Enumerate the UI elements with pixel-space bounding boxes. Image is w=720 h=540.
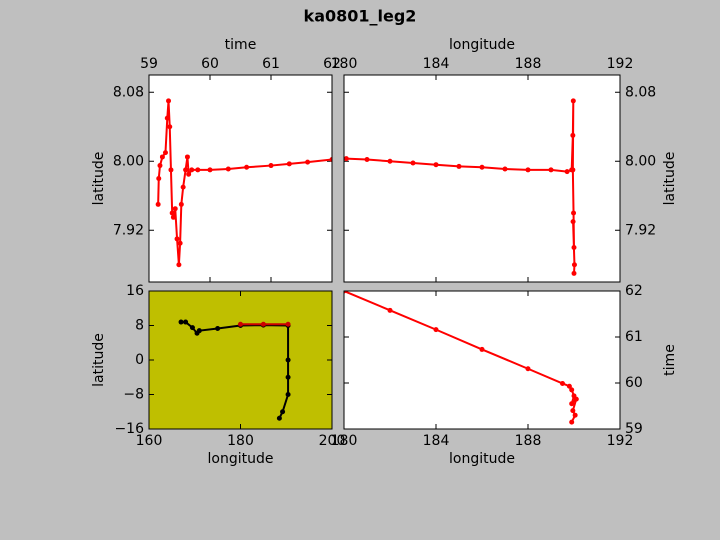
y-tick-label: −8 xyxy=(123,387,144,403)
figure-title: ka0801_leg2 xyxy=(304,7,417,26)
y-tick-label: 59 xyxy=(625,421,643,437)
x-tick-label: 200 xyxy=(319,433,346,449)
y-tick-label: 8 xyxy=(135,318,144,334)
axes-frame xyxy=(148,290,333,430)
y-tick-label: 16 xyxy=(126,283,144,299)
x-tick-label: 180 xyxy=(331,56,358,72)
x-tick-label: 184 xyxy=(423,433,450,449)
x-tick-label: 184 xyxy=(423,56,450,72)
axes-background xyxy=(149,291,332,429)
y-axis-label: latitude xyxy=(662,152,678,206)
data-line xyxy=(155,98,332,268)
y-axis-label: latitude xyxy=(91,333,107,387)
x-tick-label: 62 xyxy=(323,56,341,72)
y-tick-label: 61 xyxy=(625,329,643,345)
x-tick-label: 59 xyxy=(140,56,158,72)
x-tick-label: 160 xyxy=(136,433,163,449)
y-tick-label: 7.92 xyxy=(625,222,656,238)
y-tick-label: 62 xyxy=(625,283,643,299)
x-axis-label: longitude xyxy=(208,451,274,467)
x-tick-label: 188 xyxy=(515,56,542,72)
data-line xyxy=(344,98,577,276)
y-axis-label: time xyxy=(662,344,678,376)
axes-background xyxy=(344,291,620,429)
axes-frame xyxy=(148,74,333,283)
x-axis-label: longitude xyxy=(449,37,515,53)
x-tick-label: 180 xyxy=(331,433,358,449)
x-tick-label: 192 xyxy=(607,433,634,449)
y-tick-label: 60 xyxy=(625,375,643,391)
y-tick-label: 8.08 xyxy=(113,84,144,100)
data-line xyxy=(344,291,579,425)
x-tick-label: 192 xyxy=(607,56,634,72)
y-tick-label: 8.00 xyxy=(625,153,656,169)
axes-background xyxy=(344,75,620,282)
y-tick-label: 8.08 xyxy=(625,84,656,100)
axes-frame xyxy=(343,74,621,283)
y-tick-label: 0 xyxy=(135,352,144,368)
x-tick-label: 188 xyxy=(515,433,542,449)
x-axis-label: time xyxy=(225,37,257,53)
axes-background xyxy=(149,75,332,282)
x-tick-label: 61 xyxy=(262,56,280,72)
x-tick-label: 60 xyxy=(201,56,219,72)
y-tick-label: 7.92 xyxy=(113,222,144,238)
axes-frame xyxy=(343,290,621,430)
x-tick-label: 180 xyxy=(227,433,254,449)
y-tick-label: 8.00 xyxy=(113,153,144,169)
y-axis-label: latitude xyxy=(91,152,107,206)
y-tick-label: −16 xyxy=(114,421,144,437)
x-axis-label: longitude xyxy=(449,451,515,467)
